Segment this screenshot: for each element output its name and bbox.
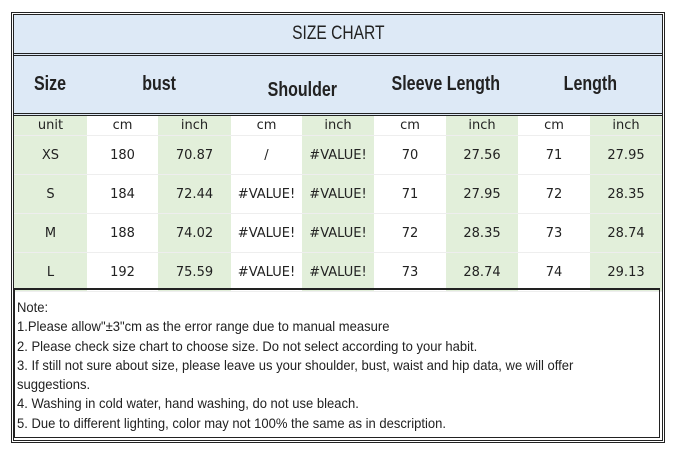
note-line: 2. Please check size chart to choose siz… <box>17 337 478 354</box>
header-size: Size <box>14 56 87 113</box>
header-row: Size bust Shoulder Sleeve Length Length <box>14 56 662 116</box>
header-sleeve-length: Sleeve Length <box>374 56 518 113</box>
table-cell: 28.74 <box>590 214 662 252</box>
table-cell: cm <box>544 118 564 133</box>
table-cell: cm <box>112 118 133 133</box>
table-cell: inch <box>590 116 662 135</box>
table-cell: S <box>14 175 87 213</box>
note-line: 5. Due to different lighting, color may … <box>17 414 446 431</box>
table-cell: #VALUE! <box>237 186 296 202</box>
header-text: Length <box>563 73 617 95</box>
header-shoulder: Shoulder <box>231 56 374 119</box>
table-cell: 29.13 <box>590 253 662 291</box>
header-text: bust <box>142 73 176 95</box>
header-text: Shoulder <box>267 79 338 101</box>
table-cell: 188 <box>110 225 135 241</box>
header-length: Length <box>518 56 662 113</box>
table-cell: #VALUE! <box>237 225 296 241</box>
chart-title: SIZE CHART <box>14 15 662 56</box>
table-cell: 73 <box>401 264 419 280</box>
table-row: L 192 75.59 #VALUE! #VALUE! 73 28.74 74 29.13 <box>14 253 662 292</box>
table-cell: 28.35 <box>590 175 662 213</box>
header-bust: bust <box>87 56 231 113</box>
table-cell: 73 <box>545 225 563 241</box>
header-text: Sleeve Length <box>391 73 501 95</box>
table-cell: cm <box>400 118 420 133</box>
chart-title-text: SIZE CHART <box>291 23 385 44</box>
unit-row: unit cm inch cm inch cm inch cm inch <box>14 116 662 136</box>
table-cell: #VALUE! <box>237 264 296 280</box>
table-cell: 72 <box>545 186 563 202</box>
table-cell: 74.02 <box>158 214 231 252</box>
table-cell: #VALUE! <box>302 136 374 174</box>
table-cell: inch <box>302 116 374 135</box>
table-cell: 71 <box>545 147 563 163</box>
table-cell: unit <box>14 116 87 135</box>
notes-section: Note: 1.Please allow"±3"cm as the error r… <box>14 288 660 438</box>
table-cell: 180 <box>110 147 135 163</box>
note-line: Note: <box>17 299 49 315</box>
table-cell: M <box>14 214 87 252</box>
table-cell: 75.59 <box>158 253 231 291</box>
table-cell: cm <box>256 118 277 133</box>
note-line: 3. If still not sure about size, please … <box>17 356 574 373</box>
table-cell: / <box>264 147 269 163</box>
table-cell: XS <box>14 136 87 174</box>
table-cell: #VALUE! <box>302 214 374 252</box>
data-grid: unit cm inch cm inch cm inch cm inch XS 180 70.87 / #… <box>14 116 662 292</box>
size-chart-table: SIZE CHART Size bust Shoulder Sleeve Len… <box>11 12 665 443</box>
table-cell: 27.95 <box>590 136 662 174</box>
table-cell: 184 <box>110 186 135 202</box>
table-row: XS 180 70.87 / #VALUE! 70 27.56 71 27.95 <box>14 136 662 175</box>
note-line: 1.Please allow"±3"cm as the error range … <box>17 318 390 335</box>
table-cell: 70 <box>401 147 419 163</box>
table-cell: 27.56 <box>446 136 518 174</box>
table-cell: inch <box>446 116 518 135</box>
table-cell: #VALUE! <box>302 253 374 291</box>
table-cell: 74 <box>545 264 563 280</box>
table-cell: L <box>14 253 87 291</box>
table-cell: 72 <box>401 225 419 241</box>
table-cell: 27.95 <box>446 175 518 213</box>
table-cell: 192 <box>110 264 135 280</box>
table-cell: #VALUE! <box>302 175 374 213</box>
table-cell: 70.87 <box>158 136 231 174</box>
table-cell: 72.44 <box>158 175 231 213</box>
table-row: M 188 74.02 #VALUE! #VALUE! 72 28.35 73 28.74 <box>14 214 662 253</box>
table-row: S 184 72.44 #VALUE! #VALUE! 71 27.95 72 28.35 <box>14 175 662 214</box>
table-cell: 71 <box>401 186 419 202</box>
table-cell: inch <box>158 116 231 135</box>
table-cell: 28.35 <box>446 214 518 252</box>
note-line: 4. Washing in cold water, hand washing, … <box>17 395 359 412</box>
note-line: suggestions. <box>17 376 91 393</box>
table-cell: 28.74 <box>446 253 518 291</box>
header-text: Size <box>34 73 67 95</box>
